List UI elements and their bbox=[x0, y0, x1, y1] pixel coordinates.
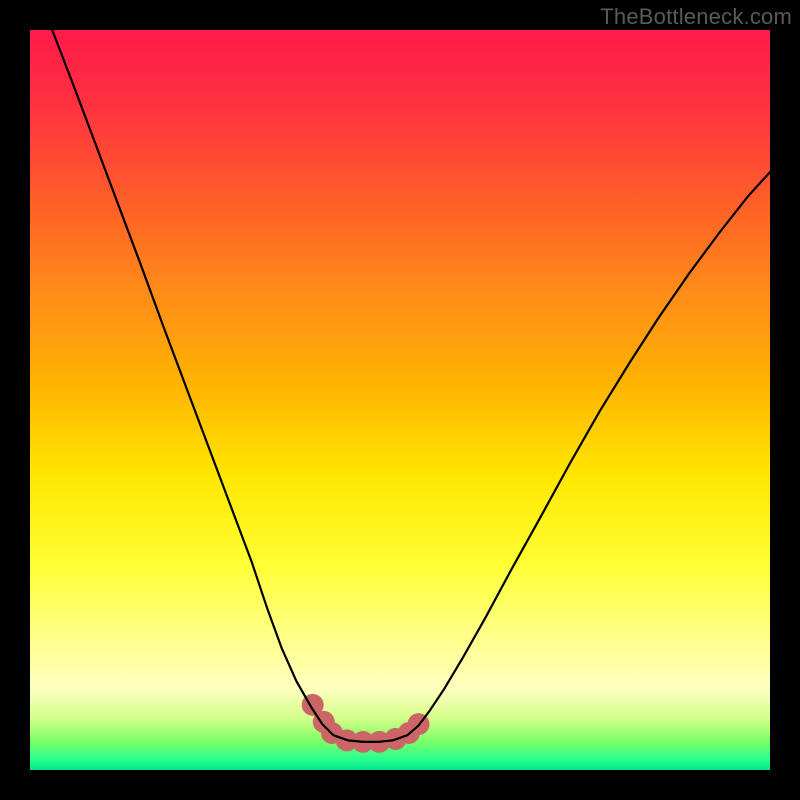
chart-svg bbox=[30, 30, 770, 770]
outer-frame: TheBottleneck.com bbox=[0, 0, 800, 800]
watermark-text: TheBottleneck.com bbox=[600, 4, 792, 30]
plot-area bbox=[30, 30, 770, 770]
bottleneck-curve bbox=[52, 30, 770, 742]
